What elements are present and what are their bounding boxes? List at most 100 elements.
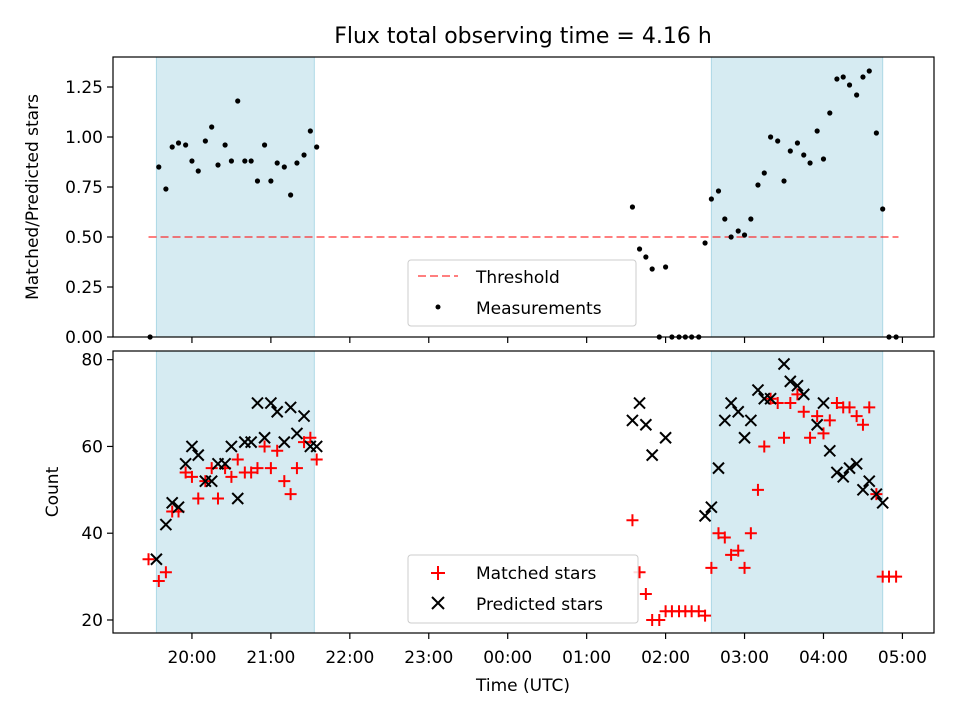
measurement-point — [209, 124, 215, 130]
matched-star-point — [784, 397, 797, 410]
predicted-star-point — [172, 500, 185, 514]
measurement-point — [156, 164, 162, 170]
measurement-point — [722, 216, 728, 222]
shaded-span-1 — [155, 350, 315, 634]
predicted-star-point — [639, 418, 653, 431]
measurement-point — [301, 152, 307, 158]
measurement-point — [195, 168, 201, 174]
measurement-point — [794, 140, 801, 146]
measurement-point — [807, 160, 813, 166]
chart-title: Flux total observing time = 4.16 h — [334, 24, 712, 49]
predicted-star-point — [659, 431, 672, 444]
measurement-point — [163, 186, 169, 192]
legend-threshold-label: Threshold — [475, 268, 560, 288]
top-y-tick-label: 0.00 — [65, 328, 103, 348]
matched-star-point — [811, 410, 824, 423]
top-panel: 0.00 0.25 0.50 0.75 1.00 1.25 Matched/Predict… — [23, 56, 935, 348]
predicted-star-point — [744, 414, 758, 427]
measurement-point — [235, 98, 241, 104]
measurement-point — [314, 144, 320, 150]
predicted-star-point — [856, 483, 870, 497]
matched-stars-series — [142, 388, 903, 626]
measurement-point — [629, 204, 636, 210]
legend-matched-swatch — [431, 566, 445, 580]
matched-star-point — [159, 566, 172, 579]
legend-predicted-label: Predicted stars — [476, 595, 603, 615]
measurement-point — [643, 254, 649, 260]
legend-measurements-label: Measurements — [476, 299, 602, 319]
predicted-star-point — [830, 466, 844, 479]
predicted-star-point — [732, 405, 745, 418]
bottom-plot-frame — [112, 350, 935, 634]
top-y-tick-label: 1.25 — [65, 78, 103, 98]
measurement-point — [702, 240, 708, 246]
bottom-legend: Matched stars Predicted stars — [407, 554, 639, 624]
measurement-point — [222, 142, 228, 148]
predicted-star-point — [698, 509, 712, 523]
matched-star-point — [192, 492, 205, 505]
predicted-star-point — [159, 518, 173, 531]
measurement-point — [827, 110, 833, 116]
x-tick-label: 02:00 — [641, 648, 690, 668]
measurement-point — [261, 142, 268, 148]
matched-star-point — [718, 531, 731, 544]
measurement-point — [728, 234, 734, 240]
matched-star-point — [225, 470, 238, 483]
top-shaded-spans — [155, 56, 884, 338]
matched-star-point — [258, 440, 271, 453]
predicted-star-point — [738, 431, 751, 444]
predicted-star-point — [165, 496, 179, 510]
matched-star-point — [251, 462, 264, 475]
measurement-point — [636, 246, 643, 252]
x-axis-label: Time (UTC) — [475, 676, 570, 696]
matched-star-point — [804, 431, 817, 444]
measurement-point — [715, 188, 722, 194]
measurement-point — [189, 158, 195, 164]
matched-star-point — [152, 574, 165, 587]
matched-star-point — [725, 548, 738, 561]
measurement-point — [854, 92, 860, 98]
predicted-star-point — [784, 375, 797, 388]
measurement-point — [268, 178, 274, 184]
x-tick-label: 03:00 — [720, 648, 769, 668]
x-tick-label: 21:00 — [246, 648, 295, 668]
x-tick-label: 05:00 — [878, 648, 927, 668]
predicted-star-point — [270, 405, 284, 418]
x-tick-label: 23:00 — [404, 648, 453, 668]
measurement-point — [814, 128, 820, 134]
matched-star-point — [142, 553, 155, 566]
measurement-point — [215, 162, 221, 168]
measurement-point — [281, 164, 287, 170]
legend-matched-label: Matched stars — [476, 564, 596, 584]
matched-star-point — [758, 440, 771, 453]
matched-star-point — [699, 609, 712, 622]
predicted-star-point — [777, 357, 791, 371]
top-plot-frame — [112, 56, 935, 338]
predicted-star-point — [823, 444, 837, 457]
predicted-star-point — [817, 396, 830, 410]
legend-measurements-swatch — [435, 304, 441, 310]
measurement-point — [248, 158, 254, 164]
matched-star-point — [298, 436, 311, 449]
measurement-point — [294, 160, 300, 166]
predicted-star-point — [218, 457, 232, 471]
predicted-star-point — [724, 396, 738, 410]
predicted-star-point — [258, 431, 271, 444]
measurement-point — [880, 206, 886, 212]
matched-star-point — [843, 401, 856, 414]
predicted-star-point — [705, 500, 718, 514]
matched-star-point — [744, 527, 757, 540]
matched-star-point — [205, 462, 218, 475]
bottom-y-tick-label: 40 — [81, 524, 103, 544]
predicted-star-point — [843, 461, 856, 475]
matched-star-point — [271, 444, 284, 457]
matched-star-point — [850, 410, 863, 423]
predicted-star-point — [645, 448, 659, 462]
predicted-star-point — [264, 396, 278, 410]
measurement-point — [741, 232, 748, 238]
matched-star-point — [732, 544, 745, 557]
top-legend: Threshold Measurements — [407, 259, 637, 327]
predicted-star-point — [810, 418, 824, 431]
predicted-star-point — [797, 388, 810, 401]
